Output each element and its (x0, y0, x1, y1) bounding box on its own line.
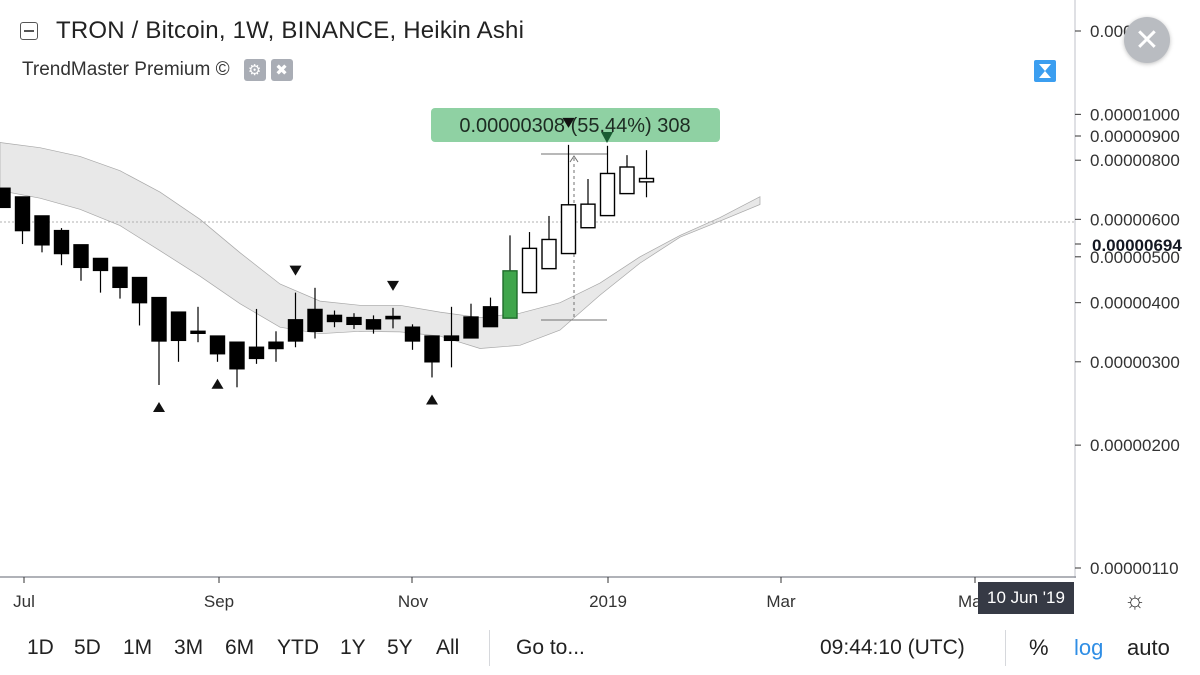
signal-markers (153, 117, 575, 412)
indicator-row: TrendMaster Premium © ⚙ ✖ (22, 56, 298, 84)
percent-toggle[interactable]: % (1029, 634, 1049, 660)
minus-square-icon[interactable] (20, 22, 38, 40)
candle-body (131, 276, 148, 304)
period-5d-button[interactable]: 5D (74, 635, 101, 659)
candle-body (346, 316, 362, 326)
candle-body (424, 335, 440, 363)
candle-body (365, 319, 382, 330)
time-label: 2019 (589, 592, 627, 611)
candle-body (53, 229, 70, 255)
candle-body (482, 306, 499, 328)
period-1y-button[interactable]: 1Y (340, 635, 366, 659)
measure-label: 0.00000308 (55.44%) 308 (459, 115, 690, 137)
period-3m-button[interactable]: 3M (174, 635, 204, 659)
up-triangle-icon (153, 401, 165, 412)
candle-body (326, 314, 343, 323)
candle-body (463, 316, 479, 339)
candle-body (443, 335, 460, 342)
candle-body (619, 166, 635, 195)
time-label: Sep (204, 592, 234, 611)
period-1m-button[interactable]: 1M (123, 635, 153, 659)
candle-body (268, 341, 284, 350)
up-triangle-icon (211, 378, 224, 389)
time-label: Jul (13, 592, 35, 611)
price-label: 0.00000500 (1090, 248, 1180, 267)
price-label: 0.00000300 (1090, 353, 1180, 372)
price-label: 0.00001000 (1090, 105, 1180, 124)
candle-body (14, 196, 31, 232)
period-1d-button[interactable]: 1D (27, 635, 54, 659)
toolbar-divider (1005, 630, 1006, 666)
up-triangle-icon (426, 394, 438, 405)
log-toggle[interactable]: log (1074, 634, 1104, 660)
sun-gear-icon[interactable]: ☼ (1124, 587, 1146, 614)
chart-title: TRON / Bitcoin, 1W, BINANCE, Heikin Ashi (56, 17, 525, 44)
candle-body (521, 247, 538, 294)
down-triangle-icon (387, 280, 399, 291)
price-label: 0.00000200 (1090, 436, 1180, 455)
price-label: 0.00000400 (1090, 294, 1180, 313)
measure-arrow-icon (569, 155, 579, 163)
hourglass-icon (1039, 64, 1051, 78)
candle-body (112, 266, 128, 289)
current-price-label: 0.00000694 (1092, 236, 1182, 255)
candle-body (0, 187, 11, 209)
candles (0, 144, 655, 388)
candle-body (190, 330, 206, 334)
period-6m-button[interactable]: 6M (225, 635, 255, 659)
candle-body (404, 326, 421, 342)
indicator-name[interactable]: TrendMaster Premium © (22, 59, 230, 80)
candle-body (73, 244, 89, 269)
candle-body (209, 335, 226, 355)
candle-body (229, 341, 245, 370)
candle-body (34, 215, 50, 246)
auto-toggle[interactable]: auto (1127, 634, 1170, 660)
down-triangle-icon (289, 265, 302, 276)
price-label: 0.00000800 (1090, 151, 1180, 170)
candle-body (560, 204, 577, 255)
time-label: Mar (766, 592, 796, 611)
close-chart-button[interactable]: ✕ (1124, 17, 1170, 63)
candle-body (599, 172, 616, 217)
candle-body (170, 311, 187, 342)
close-icon[interactable]: ✖ (270, 59, 293, 81)
candle-body (385, 315, 401, 320)
time-axis[interactable]: Jul Sep Nov 2019 Mar Ma (13, 577, 982, 611)
close-icon: ✕ (1134, 23, 1160, 57)
candle-body (502, 270, 518, 319)
utc-clock[interactable]: 09:44:10 (UTC) (820, 635, 965, 659)
price-label: 0.00000110 (1090, 559, 1179, 578)
candle-body (307, 308, 323, 332)
current-price-tag: 0.00000694 (1075, 236, 1182, 255)
candle-body (287, 319, 304, 342)
time-label: Nov (398, 592, 429, 611)
candle-body (248, 346, 265, 360)
down-triangle-icon (562, 117, 575, 128)
scale-toggle-button[interactable] (1034, 60, 1056, 82)
time-label: Ma (958, 592, 982, 611)
trend-band (0, 142, 761, 349)
period-5y-button[interactable]: 5Y (387, 635, 413, 659)
candle-body (92, 257, 109, 272)
toolbar-divider (489, 630, 490, 666)
crosshair-date-label: 10 Jun '19 (978, 582, 1074, 614)
candle-body (580, 203, 596, 229)
gear-icon[interactable]: ⚙ (243, 59, 266, 81)
bottom-toolbar: 1D 5D 1M 3M 6M YTD 1Y 5Y All Go to... 09… (0, 620, 1200, 675)
price-label: 0.00000900 (1090, 127, 1180, 146)
price-label: 0.00000600 (1090, 210, 1180, 229)
candle-body (151, 296, 167, 342)
measure-tool[interactable]: 0.00000308 (55.44%) 308 (431, 108, 720, 321)
measure-pointer-icon (601, 132, 613, 143)
candle-body (638, 177, 655, 183)
period-all-button[interactable]: All (436, 635, 460, 659)
candle-body (541, 238, 557, 270)
chart-title-row: TRON / Bitcoin, 1W, BINANCE, Heikin Ashi (20, 14, 524, 48)
measure-badge (431, 108, 720, 142)
period-ytd-button[interactable]: YTD (277, 635, 319, 659)
price-axis[interactable]: 0.00000.000010000.000009000.000008000.00… (1075, 22, 1180, 578)
goto-button[interactable]: Go to... (516, 635, 585, 659)
